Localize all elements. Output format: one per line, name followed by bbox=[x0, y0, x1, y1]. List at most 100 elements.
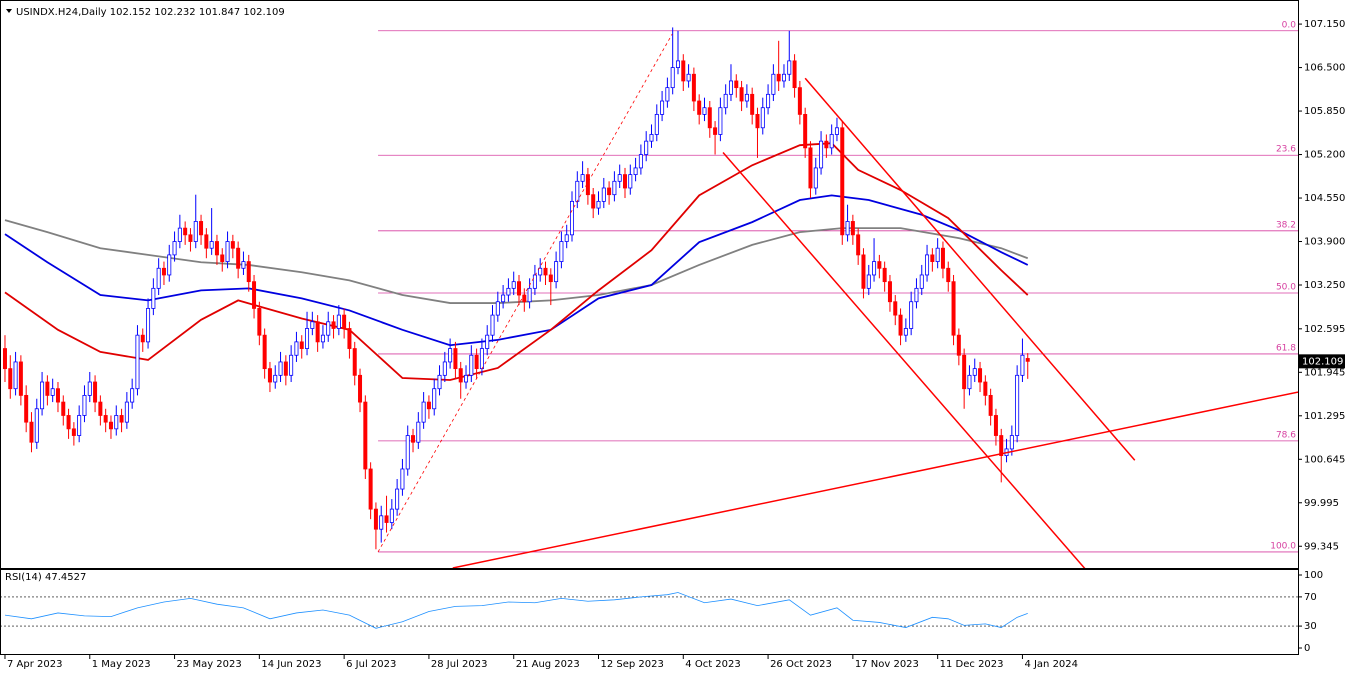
candle-body bbox=[501, 294, 506, 303]
candle-body bbox=[151, 287, 156, 309]
candle-body bbox=[368, 468, 373, 510]
candle-body bbox=[34, 408, 39, 443]
candle-body bbox=[930, 254, 935, 262]
candle-body bbox=[119, 415, 124, 423]
candle-body bbox=[511, 281, 516, 289]
candle-body bbox=[220, 254, 225, 262]
high: 102.232 bbox=[154, 7, 195, 18]
candle-body bbox=[840, 127, 845, 236]
y-tick-label: 103.250 bbox=[1304, 280, 1345, 291]
candle-body bbox=[887, 281, 892, 303]
candle-body bbox=[98, 401, 103, 416]
candle-body bbox=[946, 267, 951, 283]
candle-body bbox=[728, 80, 733, 95]
menu-arrow[interactable] bbox=[6, 9, 12, 13]
candle-body bbox=[331, 321, 336, 329]
candle-body bbox=[548, 274, 553, 283]
candle-body bbox=[1020, 354, 1025, 376]
candle-body bbox=[866, 274, 871, 289]
fib-label: 50.0 bbox=[1276, 283, 1296, 293]
candle-body bbox=[834, 127, 839, 135]
candle-body bbox=[458, 368, 463, 383]
candle-body bbox=[214, 241, 219, 256]
candle-body bbox=[649, 134, 654, 142]
candle-body bbox=[983, 381, 988, 396]
candle-body bbox=[781, 73, 786, 82]
rsi-tick-label: 100 bbox=[1304, 570, 1323, 581]
candle-body bbox=[707, 107, 712, 129]
x-tick-label: 12 Sep 2023 bbox=[600, 659, 663, 670]
candle-body bbox=[299, 341, 304, 349]
candle-body bbox=[967, 374, 972, 390]
symbol: USINDX.H24,Daily bbox=[16, 7, 107, 18]
candle-body bbox=[363, 401, 368, 470]
candle-body bbox=[766, 93, 771, 109]
x-tick-label: 14 Jun 2023 bbox=[261, 659, 321, 670]
x-tick-label: 1 May 2023 bbox=[92, 659, 151, 670]
candle-body bbox=[167, 254, 172, 276]
candle-body bbox=[140, 334, 145, 343]
candle-body bbox=[962, 354, 967, 390]
candle-body bbox=[951, 281, 956, 336]
x-tick-label: 6 Jul 2023 bbox=[346, 659, 396, 670]
candle-body bbox=[622, 174, 627, 189]
y-tick-label: 101.295 bbox=[1304, 411, 1345, 422]
candle-body bbox=[421, 401, 426, 423]
candle-body bbox=[320, 334, 325, 343]
y-tick-label: 101.945 bbox=[1304, 367, 1345, 378]
candle-body bbox=[750, 93, 755, 115]
candle-body bbox=[336, 314, 341, 329]
candle-body bbox=[474, 354, 479, 370]
candle-body bbox=[734, 80, 739, 89]
candle-body bbox=[718, 107, 723, 135]
candle-body bbox=[161, 267, 166, 276]
candle-body bbox=[24, 394, 29, 423]
candle-body bbox=[660, 100, 665, 115]
candle-body bbox=[45, 381, 50, 396]
candle-body bbox=[495, 301, 500, 316]
candle-body bbox=[882, 267, 887, 283]
candle-body bbox=[872, 261, 877, 276]
candle-body bbox=[432, 388, 437, 410]
candle-body bbox=[405, 435, 410, 470]
candle-body bbox=[246, 261, 251, 283]
rsi-tick-label: 70 bbox=[1304, 592, 1317, 603]
candle-body bbox=[570, 200, 575, 236]
candle-body bbox=[305, 328, 310, 349]
candle-body bbox=[18, 361, 23, 396]
candle-body bbox=[485, 334, 490, 349]
candle-body bbox=[723, 93, 728, 109]
candle-body bbox=[601, 187, 606, 202]
candle-body bbox=[808, 147, 813, 189]
candle-body bbox=[103, 415, 108, 423]
candle-body bbox=[617, 174, 622, 182]
candle-body bbox=[2, 348, 7, 370]
candle-body bbox=[199, 221, 204, 236]
candle-body bbox=[448, 348, 453, 363]
trendline bbox=[804, 77, 1136, 461]
y-tick-label: 99.995 bbox=[1304, 498, 1339, 509]
candle-body bbox=[665, 87, 670, 102]
candle-body bbox=[861, 254, 866, 289]
candle-body bbox=[384, 515, 389, 523]
candle-body bbox=[426, 401, 431, 410]
candle-body bbox=[400, 468, 405, 490]
candle-body bbox=[697, 100, 702, 115]
candle-body bbox=[898, 314, 903, 336]
candle-body bbox=[909, 301, 914, 329]
candle-body bbox=[771, 73, 776, 95]
candle-body bbox=[591, 194, 596, 209]
candle-body bbox=[310, 321, 315, 329]
candle-body bbox=[61, 401, 66, 416]
candle-body bbox=[77, 415, 82, 436]
candle-body bbox=[713, 127, 718, 135]
candle-body bbox=[1015, 374, 1020, 436]
candle-body bbox=[702, 107, 707, 115]
candle-body bbox=[262, 334, 267, 370]
candle-body bbox=[633, 167, 638, 176]
candle-body bbox=[294, 341, 299, 356]
y-tick-label: 104.550 bbox=[1304, 193, 1345, 204]
candle-body bbox=[230, 241, 235, 249]
candle-body bbox=[760, 107, 765, 129]
fib-label: 23.6 bbox=[1276, 145, 1296, 155]
